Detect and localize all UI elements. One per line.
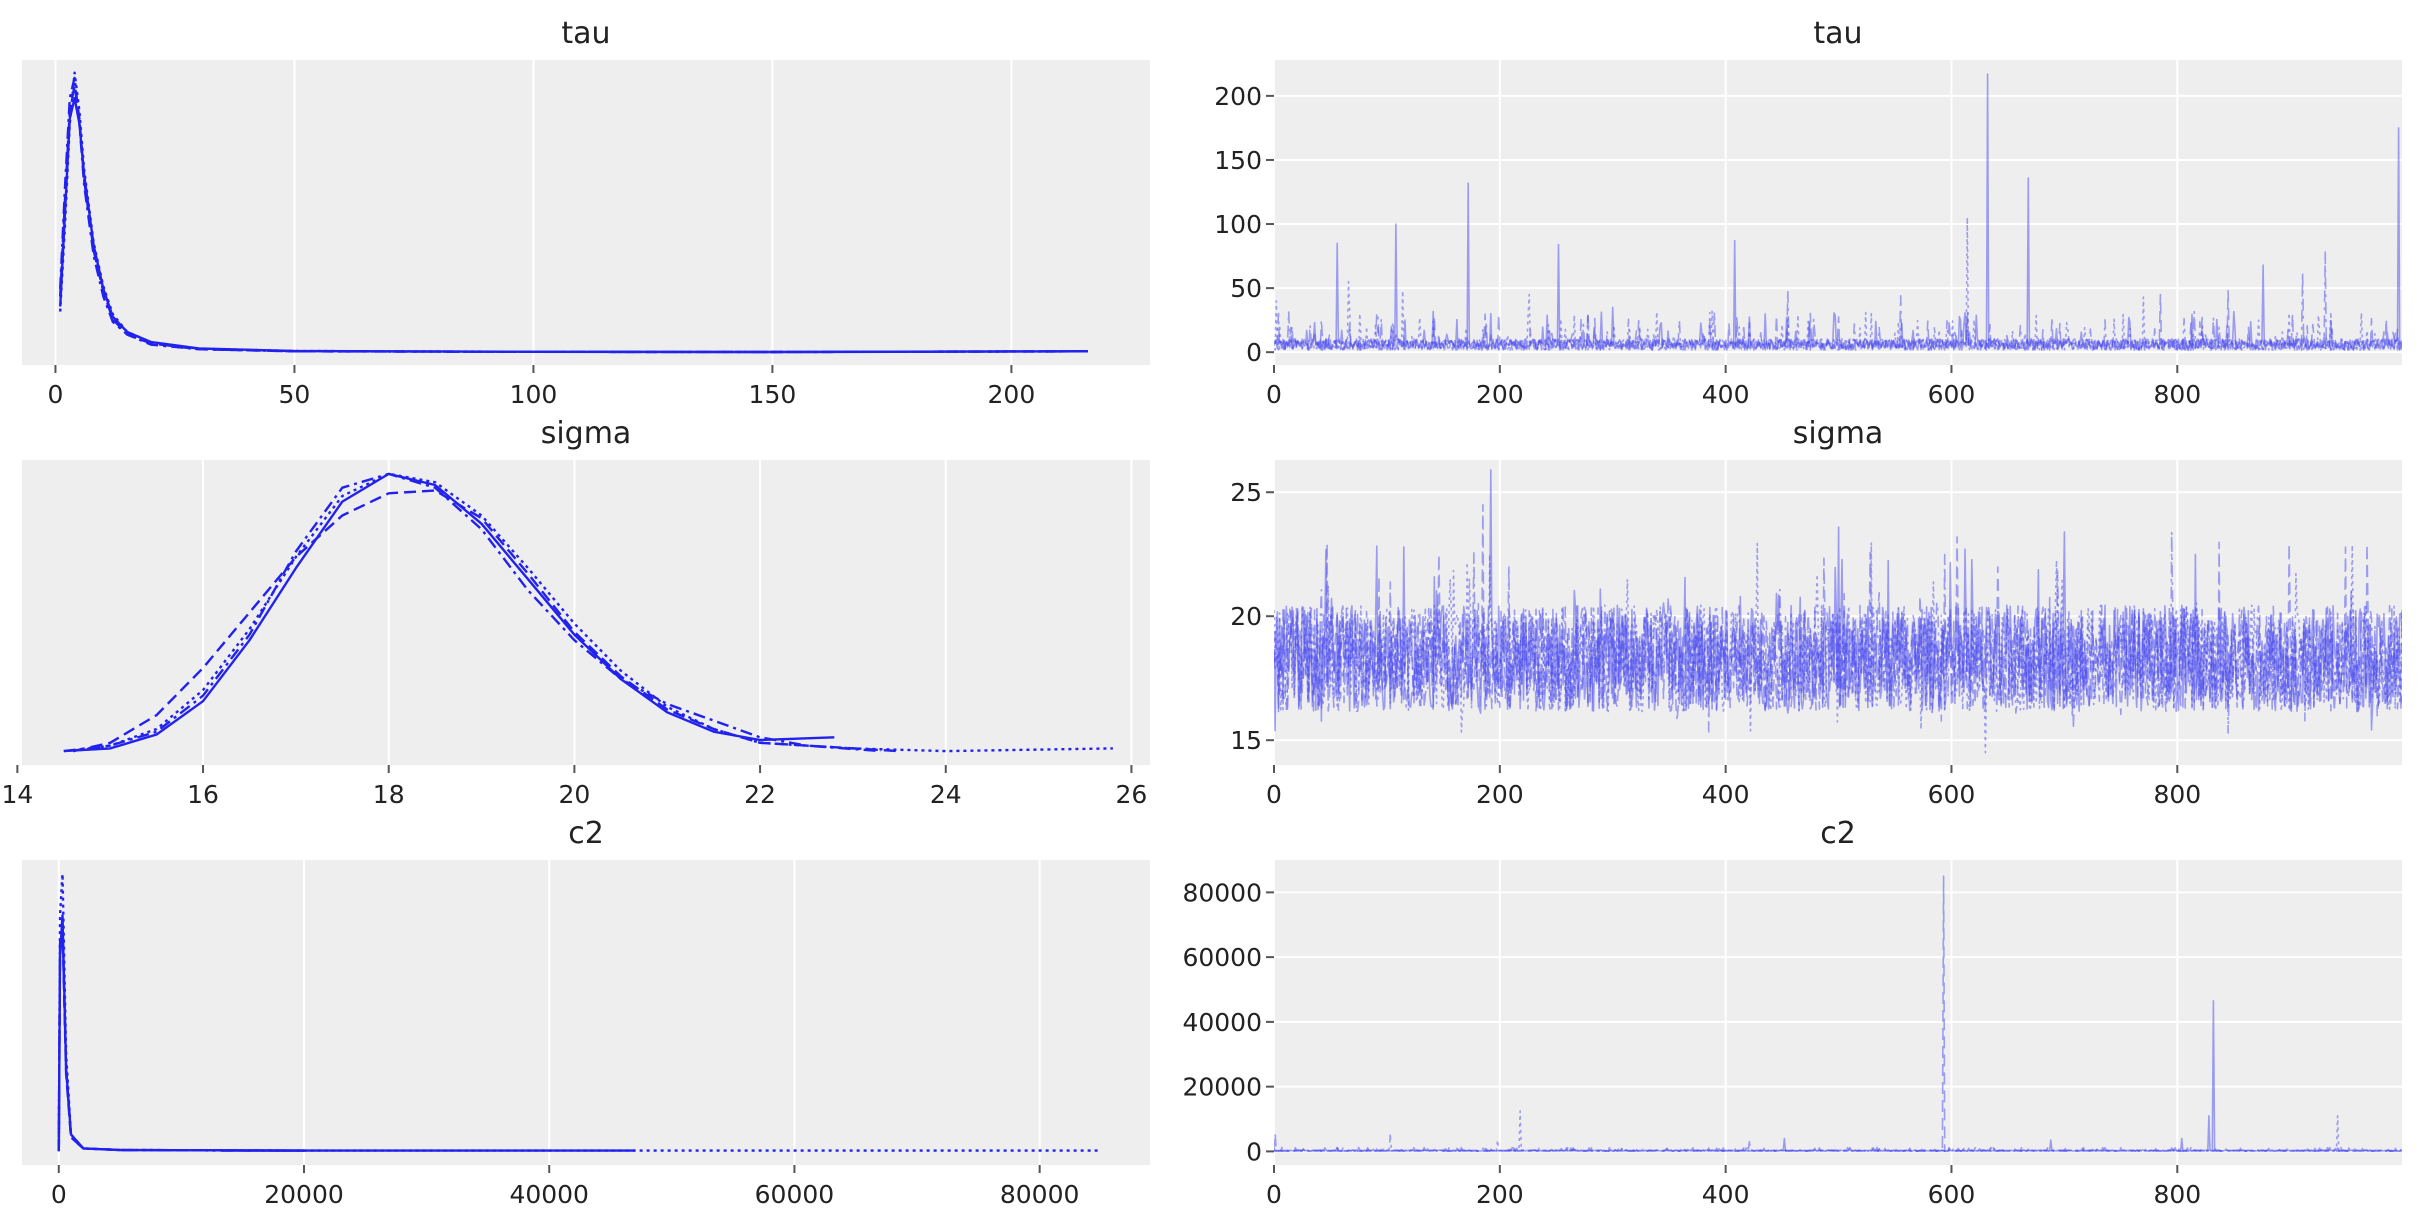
series-group: [1274, 469, 2402, 754]
y-tick-label: 0: [1246, 1137, 1262, 1166]
x-tick-label: 40000: [509, 1180, 589, 1209]
y-tick-label: 60000: [1182, 943, 1262, 972]
plot-area: [1274, 860, 2402, 1165]
x-tick-label: 800: [2153, 780, 2201, 809]
plot-area: [22, 460, 1150, 765]
panel-tau-density: 0 50 100 150 200 tau: [22, 16, 1150, 409]
x-tick-label: 150: [749, 380, 797, 409]
panel-c2-density: 0 20000 40000 60000 80000 c2: [22, 816, 1150, 1209]
x-tick-label: 80000: [1000, 1180, 1080, 1209]
y-tick-label: 15: [1230, 726, 1262, 755]
panel-title: sigma: [541, 416, 632, 451]
x-tick-label: 50: [279, 380, 311, 409]
series-group: [1274, 73, 2402, 351]
x-tick-label: 600: [1928, 380, 1976, 409]
panel-sigma-density: 14 16 18 20 22 24 26 sigma: [1, 416, 1150, 809]
trace-line-chain-3: [1274, 531, 2402, 734]
density-line-chain-3: [63, 472, 881, 753]
density-line-chain-3: [59, 76, 1088, 354]
x-tick-label: 14: [1, 780, 33, 809]
panel-c2-trace: 0 200 400 600 800 0 20000 40000 60000 80000 c2: [1182, 816, 2402, 1209]
x-tick-label: 600: [1928, 1180, 1976, 1209]
x-tick-label: 600: [1928, 780, 1976, 809]
plot-area: [1274, 60, 2402, 365]
y-tick-label: 100: [1214, 210, 1262, 239]
x-tick-label: 20000: [264, 1180, 344, 1209]
series-group: [59, 71, 1088, 354]
density-line-chain-2: [72, 472, 1113, 753]
x-tick-label: 800: [2153, 1180, 2201, 1209]
x-tick-label: 200: [1476, 1180, 1524, 1209]
x-tick-label: 200: [1476, 380, 1524, 409]
panel-tau-trace: 0 200 400 600 800 0 50 100 150 200 tau: [1214, 16, 2402, 409]
plot-area: [22, 860, 1150, 1165]
panel-title: tau: [1813, 16, 1862, 51]
x-tick-label: 24: [930, 780, 962, 809]
x-tick-label: 800: [2153, 380, 2201, 409]
y-tick-label: 20: [1230, 602, 1262, 631]
y-tick-label: 50: [1230, 274, 1262, 303]
trace-line-chain-2: [1274, 541, 2402, 754]
x-tick-label: 0: [1266, 380, 1282, 409]
x-tick-label: 100: [510, 380, 558, 409]
trace-line-chain-3: [1274, 1134, 2402, 1152]
x-tick-label: 0: [51, 1180, 67, 1209]
density-line-chain-2: [59, 71, 1088, 354]
density-line-chain-3: [57, 922, 306, 1152]
x-tick-label: 400: [1702, 380, 1750, 409]
x-tick-label: 200: [988, 380, 1036, 409]
series-group: [63, 472, 1113, 753]
plot-area: [22, 60, 1150, 365]
x-tick-label: 16: [187, 780, 219, 809]
x-tick-label: 400: [1702, 780, 1750, 809]
trace-line-chain-3: [1274, 251, 2402, 351]
x-tick-label: 22: [744, 780, 776, 809]
density-line-chain-1: [72, 489, 900, 753]
density-line-chain-0: [63, 472, 835, 753]
panel-sigma-trace: 0 200 400 600 800 15 20 25 sigma: [1230, 416, 2402, 809]
y-tick-label: 40000: [1182, 1008, 1262, 1037]
panel-title: c2: [568, 816, 604, 851]
x-tick-label: 200: [1476, 780, 1524, 809]
y-tick-label: 80000: [1182, 878, 1262, 907]
series-group: [1274, 875, 2402, 1152]
x-tick-label: 0: [48, 380, 64, 409]
y-tick-label: 20000: [1182, 1073, 1262, 1102]
y-tick-label: 0: [1246, 338, 1262, 367]
x-tick-label: 26: [1116, 780, 1148, 809]
x-tick-label: 60000: [755, 1180, 835, 1209]
y-tick-label: 25: [1230, 478, 1262, 507]
panel-title: tau: [561, 16, 610, 51]
y-tick-label: 150: [1214, 146, 1262, 175]
x-tick-label: 20: [558, 780, 590, 809]
y-tick-label: 200: [1214, 82, 1262, 111]
x-tick-label: 0: [1266, 780, 1282, 809]
trace-line-chain-1: [1274, 289, 2402, 351]
series-group: [57, 872, 1101, 1152]
panel-title: c2: [1820, 816, 1856, 851]
x-tick-label: 0: [1266, 1180, 1282, 1209]
x-tick-label: 400: [1702, 1180, 1750, 1209]
panel-title: sigma: [1793, 416, 1884, 451]
x-tick-label: 18: [373, 780, 405, 809]
